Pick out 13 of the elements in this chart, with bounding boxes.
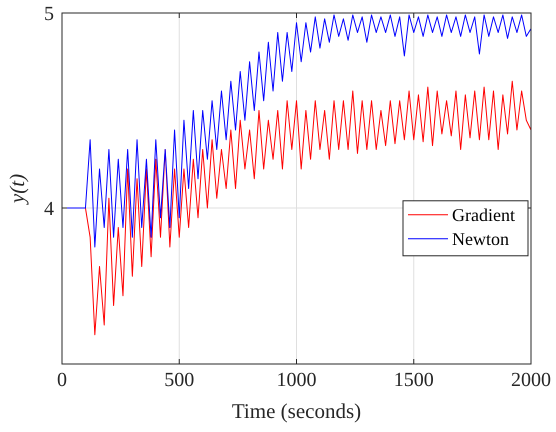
x-tick-label: 0 <box>57 369 67 391</box>
x-tick-label: 2000 <box>511 369 551 391</box>
line-series <box>84 80 532 336</box>
x-tick-label: 500 <box>164 369 194 391</box>
legend-label: Newton <box>452 229 509 250</box>
x-axis-title: Time (seconds) <box>232 399 362 423</box>
x-tick-label: 1000 <box>276 369 316 391</box>
y-tick-label: 4 <box>44 198 54 220</box>
line-series <box>66 14 532 248</box>
x-tick-label: 1500 <box>394 369 434 391</box>
y-axis-title: y(t) <box>5 174 29 206</box>
y-tick-label: 5 <box>44 3 54 25</box>
legend-label: Gradient <box>452 205 515 226</box>
